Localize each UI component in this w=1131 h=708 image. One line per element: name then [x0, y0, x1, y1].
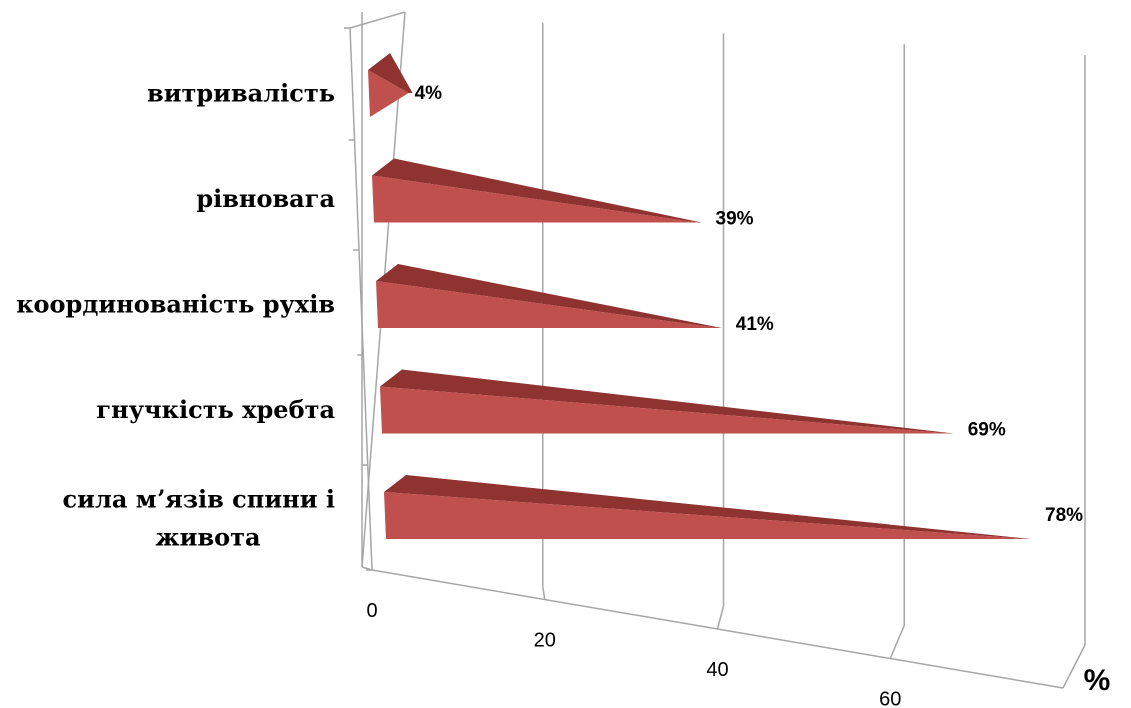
category-label: гнучкість хребта: [96, 395, 335, 424]
data-label: 39%: [716, 209, 754, 230]
bar: [384, 492, 1027, 539]
axis-lines: [344, 11, 1064, 689]
bar-top-face: [376, 264, 722, 328]
category-label: сила мʼязів спини і: [63, 485, 335, 514]
x-tick-label: 0: [366, 600, 377, 622]
x-tick-label: 20: [534, 630, 556, 652]
data-label: 4%: [415, 83, 443, 104]
data-label: 41%: [736, 314, 774, 335]
wall-top-edge: [349, 11, 406, 29]
gridline-floor: [716, 605, 725, 630]
value-axis-line: [371, 569, 1064, 689]
bar: [372, 175, 698, 223]
category-labels: витривалість рівновага координованість рух…: [16, 79, 335, 552]
bar-top-face: [372, 158, 702, 223]
bar-top-face: [384, 475, 1031, 539]
gridline-floor: [542, 586, 546, 600]
bar-top-face: [380, 369, 954, 434]
bar: [380, 386, 950, 434]
x-tick-label: 40: [706, 659, 728, 681]
gridline-floor: [1062, 644, 1086, 689]
x-tick-label: 60: [879, 689, 901, 708]
bar: [376, 281, 718, 328]
data-label: 69%: [968, 420, 1006, 441]
bar: [368, 70, 409, 117]
axis-unit-label: %: [1084, 664, 1111, 697]
x-tick-labels: 020406080: [366, 600, 901, 708]
data-label: 78%: [1045, 505, 1083, 526]
bars: [368, 53, 1031, 539]
data-labels: 4% 39% 41% 69% 78%: [415, 83, 1084, 526]
category-label: координованість рухів: [16, 290, 335, 319]
gridline-floor: [889, 625, 905, 659]
category-label: живота: [155, 523, 260, 552]
category-label: рівновага: [196, 184, 335, 213]
bar-top-face: [368, 53, 413, 93]
category-label: витривалість: [147, 79, 335, 108]
